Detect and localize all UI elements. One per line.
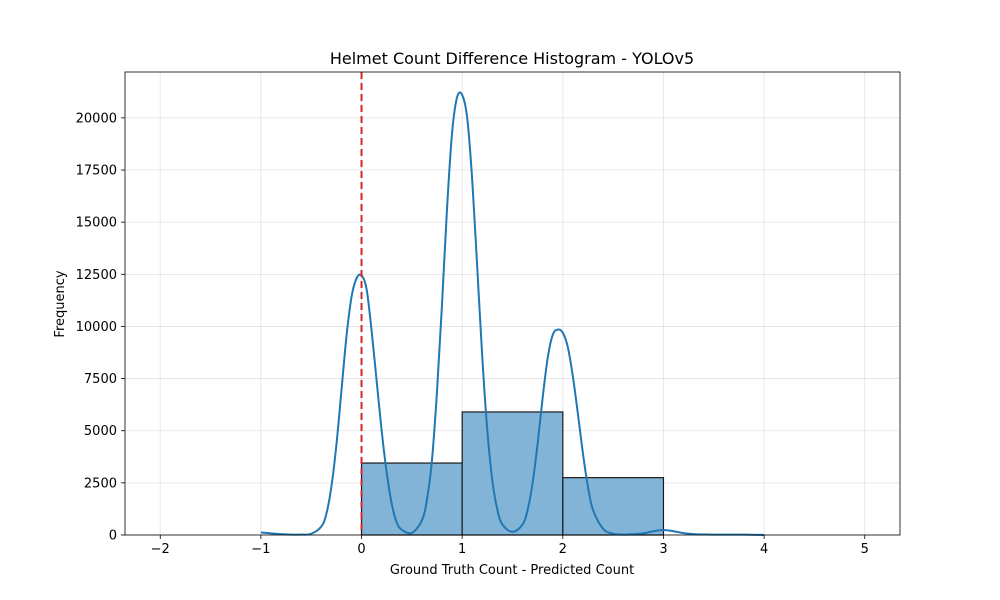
grid-layer [125, 72, 900, 536]
x-tick-label: 3 [659, 542, 667, 557]
x-tick-label: 2 [559, 542, 567, 557]
plot-frame [124, 71, 901, 536]
x-tick-label: 0 [357, 542, 365, 557]
x-tick-label: 4 [760, 542, 768, 557]
axes-layer: −2 −1 0 1 2 3 4 5 0 2500 5000 7500 10000 12500 15000 17… [76, 71, 901, 557]
y-tick-label: 15000 [76, 216, 117, 231]
y-axis-label: Frequency [53, 270, 68, 337]
x-tick-label: 5 [861, 542, 869, 557]
y-tick-label: 7500 [84, 372, 117, 387]
y-tick-label: 0 [109, 529, 117, 544]
y-tick-label: 2500 [84, 476, 117, 491]
x-tick-label: −2 [151, 542, 170, 557]
y-tick-label: 20000 [76, 111, 117, 126]
y-tick-label: 5000 [84, 424, 117, 439]
x-tick-label: −1 [251, 542, 270, 557]
x-tick-label: 1 [458, 542, 466, 557]
bars-layer [360, 411, 665, 536]
y-tick-label: 17500 [76, 164, 117, 179]
chart-title: Helmet Count Difference Histogram - YOLO… [330, 49, 694, 68]
y-tick-label: 10000 [76, 320, 117, 335]
kde-curve [260, 91, 765, 536]
histogram-bar [562, 477, 665, 536]
histogram-bar [360, 462, 463, 536]
y-tick-label: 12500 [76, 268, 117, 283]
kde-layer [260, 91, 765, 536]
histogram-bar [461, 411, 564, 536]
x-axis-label: Ground Truth Count - Predicted Count [390, 563, 634, 578]
